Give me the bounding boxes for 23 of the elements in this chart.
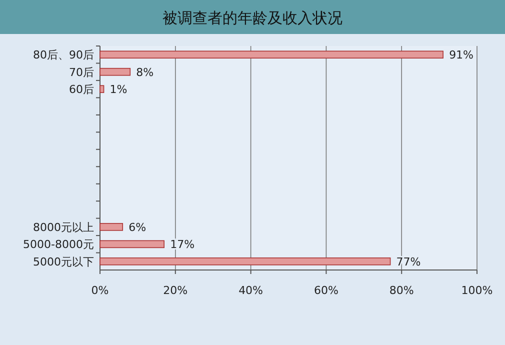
bar xyxy=(100,257,391,266)
chart-title: 被调查者的年龄及收入状况 xyxy=(162,9,342,27)
x-tick-label: 100% xyxy=(461,284,493,297)
bar xyxy=(100,223,124,231)
y-tick-label: 5000元以下 xyxy=(33,255,94,268)
data-label: 91% xyxy=(449,48,474,62)
x-tick-label: 40% xyxy=(238,284,264,297)
y-tick-label: 70后 xyxy=(69,66,94,79)
bar xyxy=(100,85,104,93)
y-tick-label: 80后、90后 xyxy=(33,48,94,62)
y-tick-label: 60后 xyxy=(69,83,94,96)
bar xyxy=(100,240,164,248)
x-tick-label: 80% xyxy=(389,284,414,297)
data-label: 1% xyxy=(110,83,128,96)
x-tick-label: 20% xyxy=(163,284,188,297)
x-tick-label: 0% xyxy=(91,284,109,297)
x-tick-label: 60% xyxy=(314,284,338,297)
bar xyxy=(100,68,131,76)
data-label: 8% xyxy=(136,66,154,79)
y-tick-label: 5000-8000元 xyxy=(23,238,94,252)
bar xyxy=(100,50,444,59)
data-label: 6% xyxy=(128,220,146,234)
y-tick-label: 8000元以上 xyxy=(33,220,94,234)
